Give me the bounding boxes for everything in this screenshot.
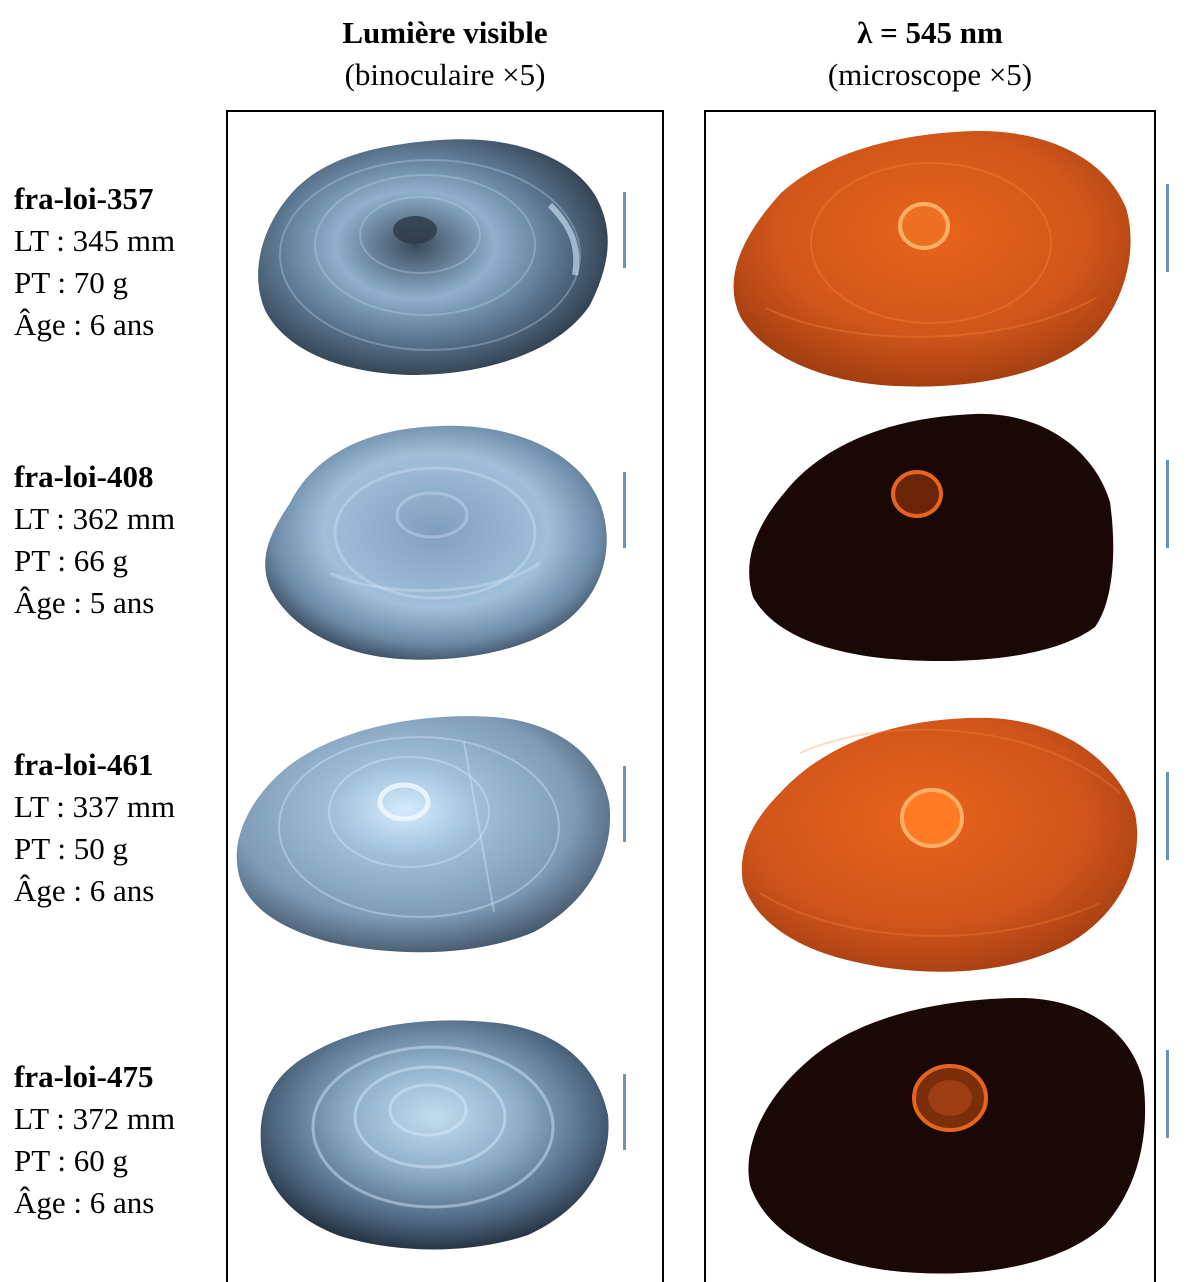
specimen-total-length: LT : 345 mm (14, 223, 176, 258)
specimen-label-357: fra-loi-357 LT : 345 mm PT : 70 g Âge : … (14, 178, 175, 346)
specimen-label-475: fra-loi-475 LT : 372 mm PT : 60 g Âge : … (14, 1056, 175, 1224)
otolith-fluorescence-475 (748, 998, 1146, 1274)
otolith-visible-357 (258, 139, 608, 375)
specimen-id: fra-loi-461 (14, 747, 154, 782)
scale-bar (1166, 1050, 1169, 1138)
column-header-visible-light: Lumière visible (binoculaire ×5) (226, 12, 664, 96)
specimen-total-length: LT : 372 mm (14, 1101, 176, 1136)
specimen-id: fra-loi-357 (14, 181, 154, 216)
scale-bar (623, 1074, 626, 1150)
scale-bar (623, 192, 626, 268)
specimen-weight: PT : 50 g (14, 831, 128, 866)
visible-light-panel-frame (226, 110, 664, 1282)
otolith-fluorescence-408 (749, 413, 1114, 662)
specimen-id: fra-loi-475 (14, 1059, 154, 1094)
otolith-fluorescence-461 (741, 717, 1138, 972)
scale-bar (1166, 772, 1169, 860)
specimen-id: fra-loi-408 (14, 459, 154, 494)
column-subtitle-visible-light: (binoculaire ×5) (344, 57, 546, 92)
column-title-fluorescence: λ = 545 nm (857, 15, 1003, 50)
scale-bar (1166, 184, 1169, 272)
otolith-fluorescence-357 (733, 130, 1131, 387)
otolith-visible-408 (265, 425, 607, 660)
specimen-age: Âge : 6 ans (14, 1185, 155, 1220)
specimen-weight: PT : 60 g (14, 1143, 128, 1178)
column-title-visible-light: Lumière visible (342, 15, 548, 50)
specimen-total-length: LT : 337 mm (14, 789, 176, 824)
specimen-label-408: fra-loi-408 LT : 362 mm PT : 66 g Âge : … (14, 456, 175, 624)
specimen-age: Âge : 5 ans (14, 585, 155, 620)
scale-bar (1166, 460, 1169, 548)
scale-bar (623, 766, 626, 842)
column-header-fluorescence: λ = 545 nm (microscope ×5) (704, 12, 1156, 96)
specimen-label-461: fra-loi-461 LT : 337 mm PT : 50 g Âge : … (14, 744, 175, 912)
fluorescence-panel-frame (704, 110, 1156, 1282)
otolith-visible-475 (260, 1020, 609, 1250)
otolith-visible-461 (236, 716, 611, 953)
specimen-weight: PT : 66 g (14, 543, 128, 578)
column-subtitle-fluorescence: (microscope ×5) (827, 57, 1033, 92)
specimen-age: Âge : 6 ans (14, 873, 155, 908)
specimen-total-length: LT : 362 mm (14, 501, 176, 536)
specimen-age: Âge : 6 ans (14, 307, 155, 342)
specimen-weight: PT : 70 g (14, 265, 128, 300)
scale-bar (623, 472, 626, 548)
